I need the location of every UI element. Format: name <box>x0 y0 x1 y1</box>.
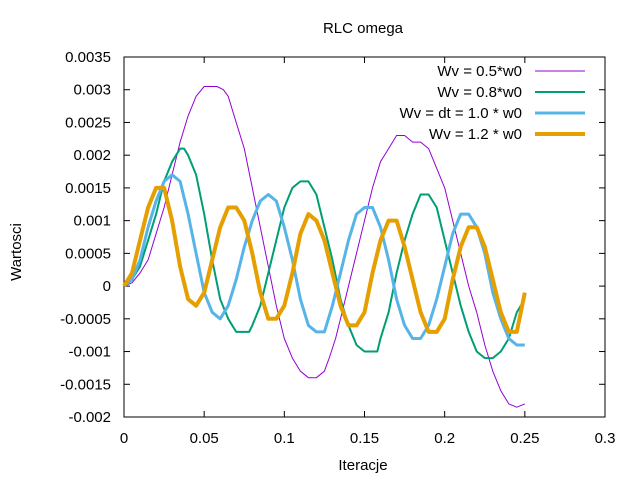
plot-frame <box>123 56 606 418</box>
x-tick-label: 0.1 <box>274 430 295 447</box>
legend-label: Wv = dt = 1.0 * w0 <box>399 105 522 122</box>
axis-ticks: 0 0.05 0.1 0.15 0.2 0.25 0.3 -0.002 -0.0015 -0.00… <box>60 49 615 447</box>
legend: Wv = 0.5*w0 Wv = 0.8*w0 Wv = dt = 1.0 * w0… <box>399 63 585 143</box>
x-tick-label: 0.3 <box>595 430 616 447</box>
y-tick-label: -0.001 <box>68 344 111 361</box>
y-axis-label: Wartosci <box>8 223 25 281</box>
y-tick-label: 0.002 <box>73 147 111 164</box>
series-line-3 <box>123 173 525 347</box>
chart-title: RLC omega <box>323 20 404 37</box>
y-tick-label: 0.0035 <box>65 49 111 66</box>
x-tick-label: 0.05 <box>190 430 219 447</box>
series-line-4 <box>122 185 527 334</box>
series-line-1 <box>123 86 525 408</box>
y-tick-label: 0.0005 <box>65 245 111 262</box>
y-tick-label: -0.002 <box>68 409 111 426</box>
y-tick-label: 0.001 <box>73 213 111 230</box>
series-lines <box>122 86 527 408</box>
y-tick-label: 0 <box>103 278 111 295</box>
legend-label: Wv = 1.2 * w0 <box>429 126 522 143</box>
x-tick-label: 0.25 <box>510 430 539 447</box>
series-line-2 <box>123 147 526 360</box>
y-tick-label: 0.0015 <box>65 180 111 197</box>
x-axis-label: Iteracje <box>338 457 387 474</box>
legend-label: Wv = 0.8*w0 <box>437 84 522 101</box>
x-tick-label: 0.15 <box>350 430 379 447</box>
x-tick-label: 0 <box>120 430 128 447</box>
y-tick-label: -0.0005 <box>60 311 111 328</box>
y-tick-label: -0.0015 <box>60 376 111 393</box>
legend-label: Wv = 0.5*w0 <box>437 63 522 80</box>
y-tick-label: 0.003 <box>73 82 111 99</box>
y-tick-label: 0.0025 <box>65 114 111 131</box>
x-tick-label: 0.2 <box>434 430 455 447</box>
